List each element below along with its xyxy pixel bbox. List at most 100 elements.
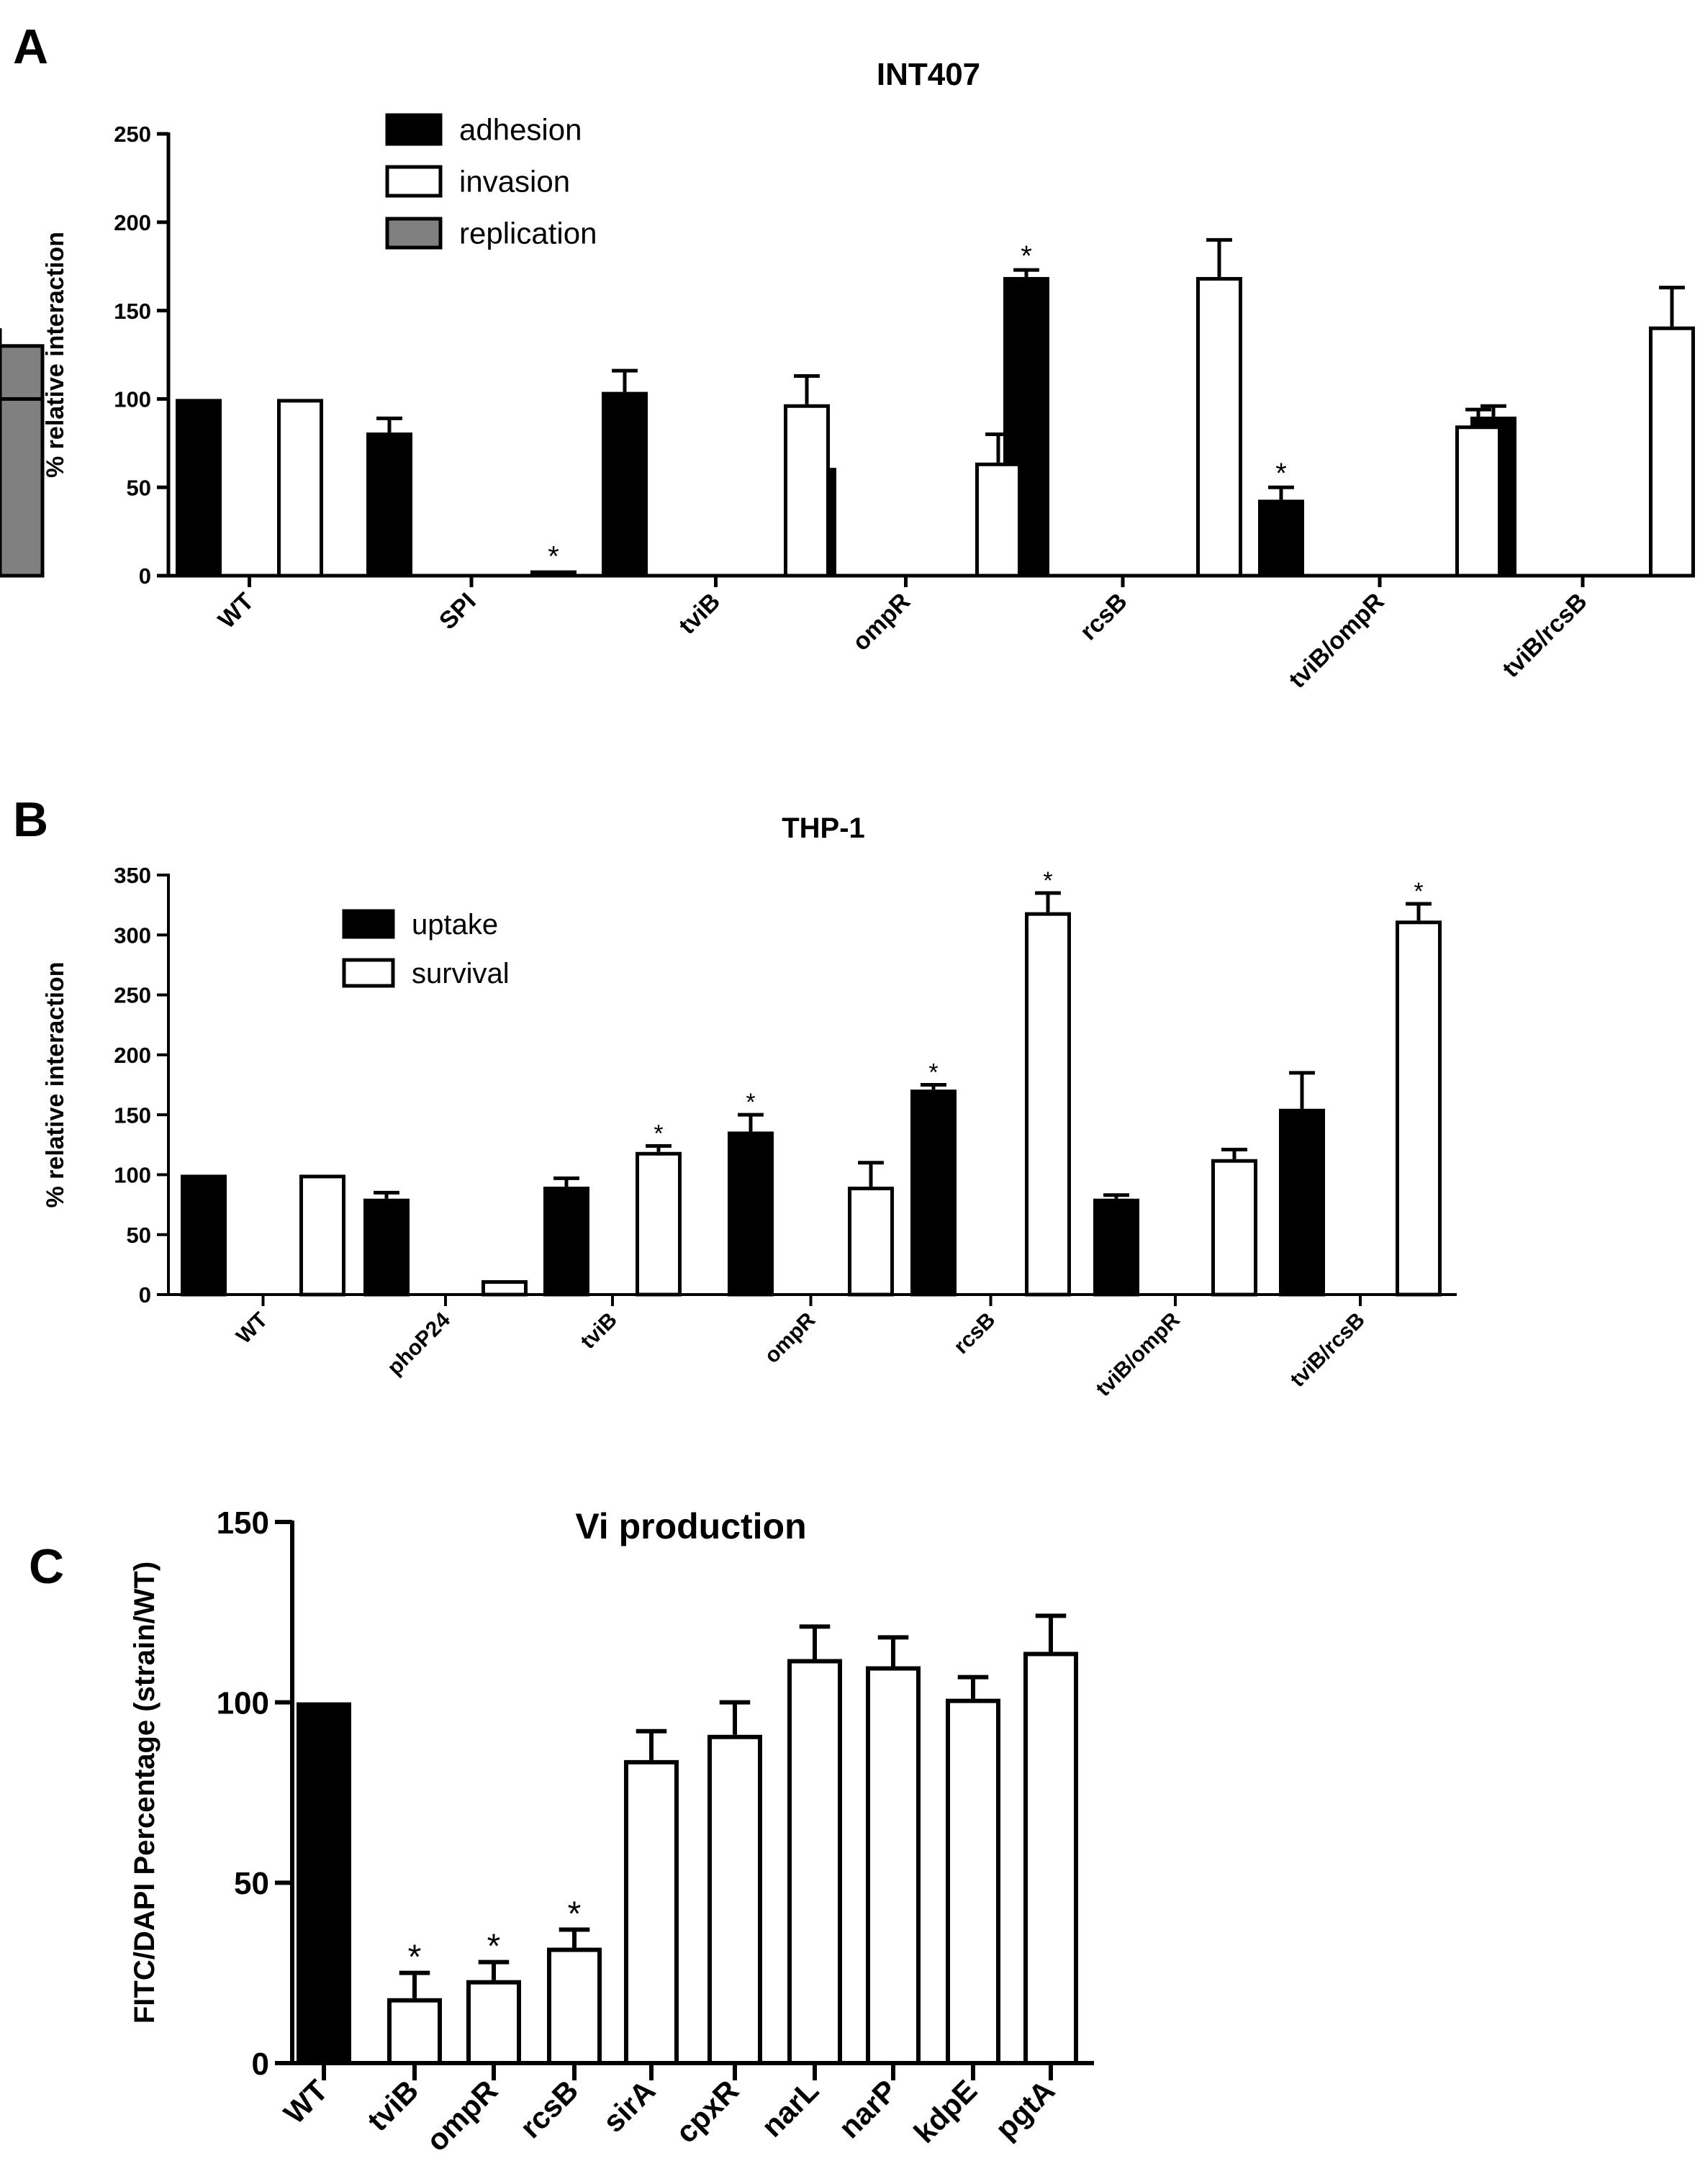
legend: uptake survival	[342, 909, 510, 989]
category-label: ompR	[847, 588, 915, 656]
bar-adhesion	[1258, 499, 1304, 578]
bar-fitc-dapi	[547, 1947, 602, 2065]
y-tick-label: 250	[114, 983, 151, 1008]
bar-fitc-dapi	[297, 1702, 351, 2066]
bar-uptake	[363, 1198, 410, 1297]
y-tick-label: 0	[252, 2047, 269, 2082]
bar-uptake	[1279, 1108, 1325, 1297]
legend-label: invasion	[459, 165, 570, 199]
category-label: tviB/rcsB	[1285, 1308, 1369, 1392]
legend-swatch	[342, 909, 395, 939]
y-tick-label: 50	[234, 1866, 269, 1901]
bar-fitc-dapi	[866, 1666, 921, 2066]
bar-adhesion	[176, 399, 222, 578]
category-label: tviB/rcsB	[1497, 588, 1592, 683]
bar-survival	[848, 1187, 894, 1297]
category-label: phoP24	[383, 1308, 455, 1379]
category-label: tviB	[361, 2073, 425, 2137]
category-label: SPI	[434, 588, 481, 635]
bar-invasion	[277, 399, 323, 578]
category-label: tviB	[674, 588, 725, 640]
significance-marker: *	[1043, 867, 1052, 894]
chart-title: THP-1	[782, 812, 865, 844]
category-label: rcsB	[949, 1308, 1000, 1359]
category-label: sirA	[596, 2073, 661, 2139]
bar-invasion	[1649, 326, 1695, 578]
bar-survival	[481, 1280, 528, 1297]
category-label: tviB	[577, 1308, 622, 1354]
bar-uptake	[1093, 1198, 1139, 1297]
category-label: narP	[832, 2073, 903, 2144]
category-label: WT	[232, 1308, 272, 1349]
significance-marker: *	[746, 1089, 755, 1116]
y-axis-label: % relative interaction	[42, 961, 69, 1207]
bar-uptake	[543, 1187, 589, 1297]
y-tick-label: 350	[114, 863, 151, 888]
bar-invasion	[975, 462, 1021, 578]
bar-fitc-dapi	[624, 1759, 679, 2065]
legend-swatch	[385, 217, 443, 250]
legend: adhesion invasion replication	[385, 113, 597, 250]
bar-survival	[1396, 920, 1442, 1297]
bar-fitc-dapi	[466, 1980, 521, 2066]
panel-a: A INT407 % relative interaction 0 50 100 150 20…	[0, 19, 1695, 694]
bar-replication	[0, 397, 45, 578]
category-label: tviB/ompR	[1284, 588, 1390, 694]
panel-letter: C	[29, 1539, 64, 1594]
panel-c: C Vi production FITC/DAPI Percentage (stra…	[29, 1505, 1094, 2158]
y-tick-label: 0	[139, 563, 151, 589]
bar-fitc-dapi	[1023, 1651, 1078, 2065]
significance-marker: *	[654, 1120, 663, 1147]
legend-swatch	[342, 958, 395, 988]
bar-invasion	[530, 570, 577, 578]
bar-uptake	[728, 1131, 774, 1297]
category-label: ompR	[420, 2073, 504, 2157]
significance-marker: *	[1414, 878, 1423, 905]
category-label: pgtA	[989, 2073, 1062, 2146]
bar-invasion	[1196, 276, 1242, 578]
y-tick-label: 300	[114, 923, 151, 948]
y-tick-label: 100	[217, 1686, 269, 1721]
panel-letter: A	[13, 19, 48, 74]
panel-letter: B	[13, 792, 48, 847]
y-tick-label: 100	[114, 387, 151, 412]
y-axis-label: % relative interaction	[42, 232, 69, 478]
bar-survival	[1211, 1159, 1257, 1297]
category-label: narL	[755, 2073, 826, 2144]
y-tick-label: 200	[114, 210, 151, 235]
chart-title: INT407	[877, 57, 980, 92]
y-tick-label: 50	[127, 1223, 151, 1248]
category-label: rcsB	[1075, 588, 1132, 645]
chart-title: Vi production	[575, 1506, 806, 1546]
significance-marker: *	[928, 1059, 938, 1087]
bar-uptake	[910, 1089, 957, 1297]
legend-swatch	[385, 113, 443, 146]
bar-invasion	[784, 404, 830, 578]
y-tick-label: 100	[114, 1163, 151, 1188]
category-label: kdpE	[908, 2073, 984, 2149]
legend-label: adhesion	[459, 113, 582, 147]
significance-marker: *	[1275, 458, 1287, 489]
bar-survival	[636, 1151, 682, 1297]
bar-fitc-dapi	[387, 1998, 442, 2066]
significance-marker: *	[487, 1928, 501, 1966]
category-label: WT	[277, 2073, 335, 2131]
significance-marker: *	[1021, 240, 1032, 272]
bar-adhesion	[602, 391, 648, 578]
bar-survival	[299, 1174, 345, 1297]
legend-label: survival	[412, 958, 510, 989]
legend-swatch	[385, 165, 443, 198]
y-axis-label: FITC/DAPI Percentage (strain/WT)	[129, 1562, 160, 2024]
legend-label: replication	[459, 217, 597, 250]
panel-b: B THP-1 % relative interaction 0 50 100 150 200…	[13, 792, 1457, 1401]
significance-marker: *	[548, 541, 559, 573]
bar-uptake	[181, 1174, 227, 1297]
category-label: rcsB	[513, 2073, 584, 2144]
legend-label: uptake	[412, 909, 498, 941]
y-tick-label: 50	[127, 475, 151, 500]
category-label: ompR	[760, 1308, 820, 1368]
y-tick-label: 0	[139, 1282, 151, 1308]
significance-marker: *	[408, 1939, 422, 1977]
y-tick-label: 250	[114, 122, 151, 147]
y-tick-label: 150	[114, 299, 151, 324]
